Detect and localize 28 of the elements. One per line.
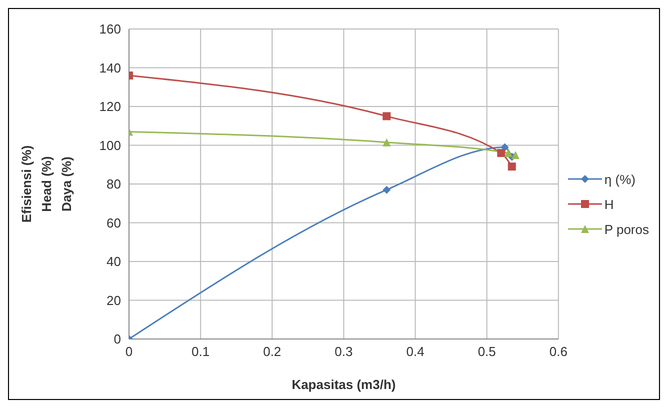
y-tick-label: 120 — [99, 99, 121, 114]
x-axis-title: Kapasitas (m3/h) — [292, 377, 396, 392]
legend-label: η (%) — [604, 172, 636, 186]
y-tick-label: 160 — [99, 22, 121, 37]
x-tick-label: 0.4 — [406, 344, 424, 360]
x-tick-label: 0.6 — [549, 344, 568, 360]
y-tick-label: 20 — [106, 292, 121, 308]
y-tick-label: 40 — [106, 254, 121, 270]
x-tick-label: 0.5 — [478, 344, 496, 360]
y-tick-label: 80 — [106, 176, 121, 192]
x-tick-label: 0.3 — [334, 344, 353, 360]
y-tick-label: 100 — [99, 138, 121, 153]
y-tick-label: 60 — [106, 215, 121, 230]
y-tick-label: 140 — [99, 60, 121, 76]
x-tick-label: 0 — [125, 344, 133, 360]
point — [382, 112, 391, 120]
legend-label: P poros — [604, 222, 649, 236]
y-tick-label: 0 — [114, 332, 121, 347]
point — [504, 149, 512, 157]
point — [382, 138, 391, 146]
x-tick-label: 0.1 — [192, 344, 210, 360]
point — [497, 149, 506, 157]
point — [511, 150, 520, 159]
legend-label: H — [604, 196, 614, 212]
x-tick-label: 0.2 — [263, 344, 282, 360]
point — [508, 162, 516, 171]
y-axis-title: Efisiensi (%) Head (%) Daya (%) — [19, 145, 74, 223]
point — [382, 186, 391, 194]
